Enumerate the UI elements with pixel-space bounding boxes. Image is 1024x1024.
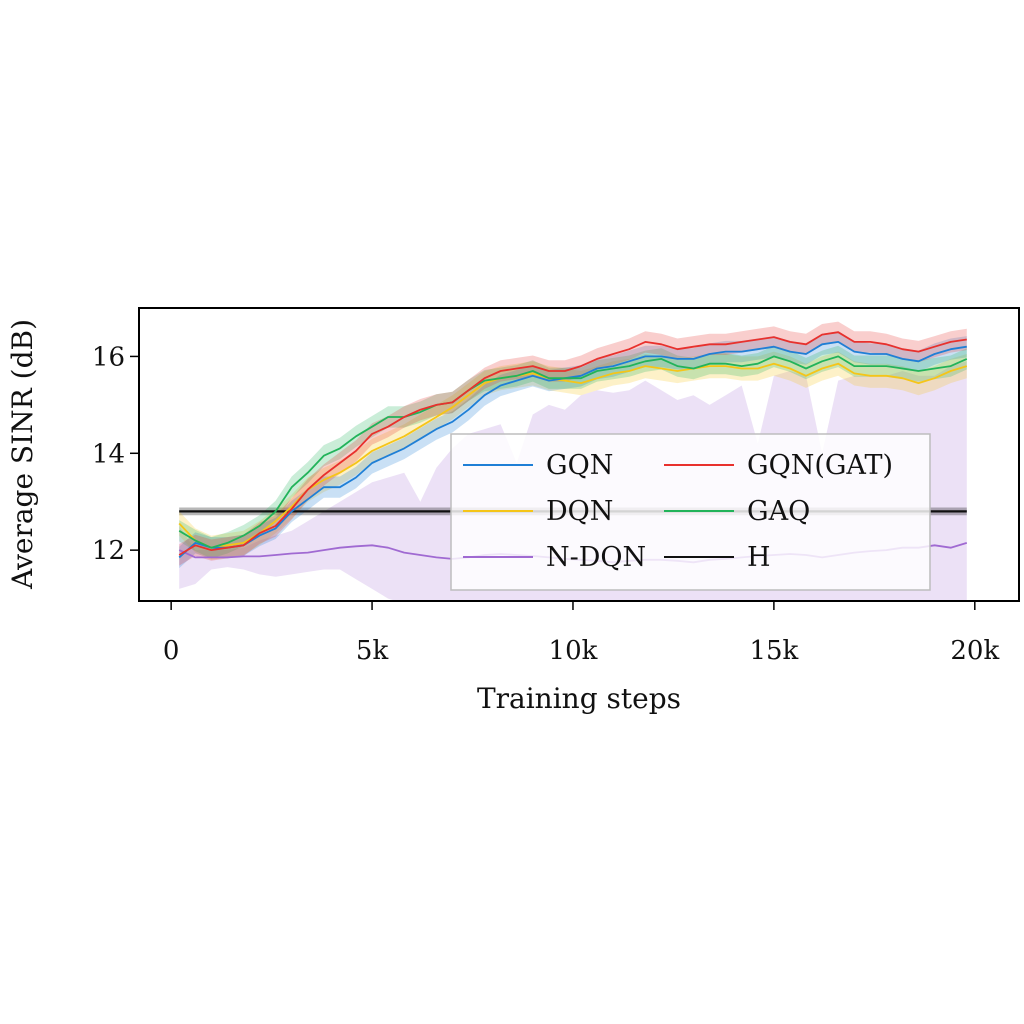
series-line-gaq	[178, 355, 968, 549]
legend-label-gqn-gat: GQN(GAT)	[747, 450, 893, 481]
x-tick-label: 0	[163, 636, 180, 666]
y-axis: 12 14 16	[92, 342, 139, 566]
legend-label-gqn: GQN	[546, 450, 613, 481]
legend-label-h: H	[747, 542, 771, 573]
x-tick-label: 10k	[549, 636, 598, 666]
x-axis: 0 5k 10k 15k 20k	[163, 601, 999, 666]
y-tick-label: 14	[92, 439, 125, 469]
y-tick-label: 16	[92, 342, 125, 372]
legend-label-gaq: GAQ	[747, 496, 810, 527]
plot-frame	[138, 307, 1020, 602]
x-tick-label: 15k	[749, 636, 798, 666]
series-line-gqn-gat	[178, 331, 967, 556]
y-tick-label: 12	[92, 536, 125, 566]
legend: GQN GQN(GAT) DQN GAQ N-DQN H	[450, 433, 931, 591]
legend-label-n-dqn: N-DQN	[546, 542, 646, 573]
legend-label-dqn: DQN	[546, 496, 613, 527]
band-dqn	[179, 351, 967, 560]
x-tick-label: 20k	[950, 636, 999, 666]
series-line-gqn	[178, 340, 967, 559]
y-axis-label: Average SINR (dB)	[6, 319, 39, 590]
x-tick-label: 5k	[356, 636, 389, 666]
x-axis-label: Training steps	[477, 682, 681, 715]
band-gqn-gat	[179, 321, 967, 566]
